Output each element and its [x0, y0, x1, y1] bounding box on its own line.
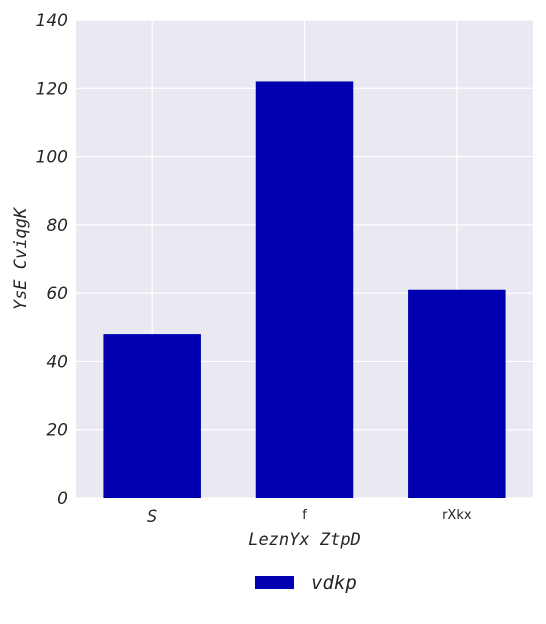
x-tick-label: S [147, 507, 157, 527]
y-tick-label: 140 [36, 11, 68, 31]
x-tick-label: f [302, 508, 307, 523]
y-axis-ticks: 0 20 40 60 80 100 120 140 [36, 11, 68, 509]
bar-rXkx [408, 289, 506, 498]
y-tick-label: 20 [46, 421, 68, 441]
y-tick-label: 100 [36, 148, 68, 168]
legend-swatch [255, 576, 294, 589]
y-tick-label: 40 [46, 352, 68, 372]
legend-label: vdkp [311, 572, 357, 594]
y-tick-label: 0 [57, 489, 68, 509]
bar-S [103, 334, 201, 498]
y-axis-label: YsE CviqgK [11, 206, 31, 310]
x-tick-label: rXkx [442, 508, 472, 523]
y-tick-label: 60 [46, 284, 68, 304]
y-tick-label: 80 [46, 216, 68, 236]
legend: vdkp [255, 572, 357, 594]
bars [103, 81, 506, 498]
y-tick-label: 120 [36, 79, 68, 99]
bar-f [255, 81, 354, 498]
x-axis-label: LeznYx ZtpD [248, 530, 361, 550]
